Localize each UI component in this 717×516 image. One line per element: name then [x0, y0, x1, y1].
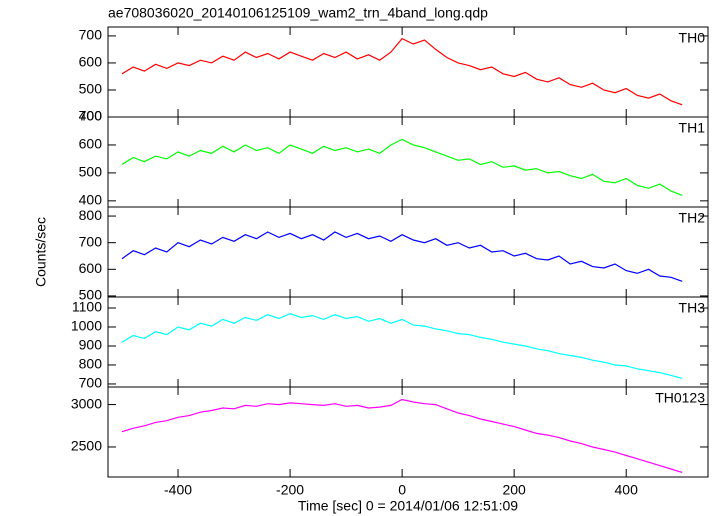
- panel-label: TH0123: [655, 390, 705, 406]
- y-tick-label: 1100: [72, 299, 102, 315]
- y-axis-label: Counts/sec: [33, 217, 49, 287]
- y-tick-label: 500: [79, 287, 103, 303]
- panel-frame: [107, 296, 709, 388]
- y-tick-label: 500: [79, 164, 103, 180]
- data-line: [121, 138, 683, 196]
- data-line: [121, 313, 683, 379]
- y-tick-label: 600: [79, 136, 103, 152]
- y-tick-label: 700: [79, 233, 103, 249]
- y-tick-label: 700: [79, 375, 103, 391]
- x-tick-label: 200: [502, 482, 526, 498]
- y-tick-label: 400: [79, 108, 103, 124]
- y-tick-label: 400: [79, 192, 103, 208]
- x-tick-label: 400: [615, 482, 639, 498]
- y-tick-label: 700: [79, 108, 103, 124]
- data-line: [121, 37, 683, 106]
- panel-frame: [107, 26, 709, 118]
- y-tick-label: 900: [79, 337, 103, 353]
- x-tick-label: -400: [164, 482, 192, 498]
- panel-label: TH3: [679, 300, 706, 316]
- panel-frame: [107, 386, 709, 478]
- y-tick-label: 600: [79, 54, 103, 70]
- x-tick-label: -200: [276, 482, 304, 498]
- y-tick-label: 2500: [71, 438, 102, 454]
- x-axis-label: Time [sec] 0 = 2014/01/06 12:51:09: [298, 498, 518, 514]
- y-tick-label: 600: [79, 260, 103, 276]
- y-tick-label: 1000: [71, 318, 102, 334]
- y-tick-label: 800: [79, 356, 103, 372]
- y-tick-label: 700: [79, 27, 103, 43]
- chart-title: ae708036020_20140106125109_wam2_trn_4ban…: [108, 5, 488, 21]
- panel-label: TH0: [679, 30, 706, 46]
- panel-frame: [107, 206, 709, 298]
- y-tick-label: 800: [79, 207, 103, 223]
- data-line: [121, 398, 683, 473]
- panel-label: TH2: [679, 210, 706, 226]
- x-tick-label: 0: [398, 482, 406, 498]
- y-tick-label: 3000: [71, 395, 102, 411]
- panel-frame: [107, 116, 709, 208]
- data-line: [121, 231, 683, 282]
- panel-label: TH1: [679, 120, 706, 136]
- y-tick-label: 500: [79, 81, 103, 97]
